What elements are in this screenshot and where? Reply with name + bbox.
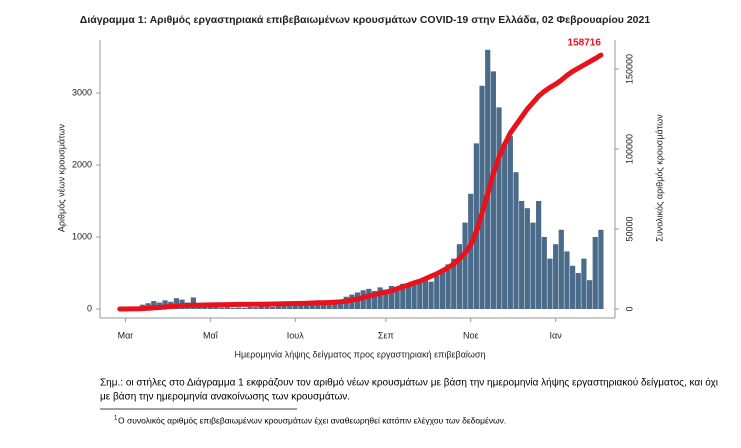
bar	[377, 287, 383, 309]
bar	[303, 304, 310, 309]
bar	[281, 305, 287, 309]
bar	[275, 305, 281, 309]
y-tick-label: 1000	[72, 231, 92, 241]
bar	[513, 172, 519, 309]
bar	[219, 307, 225, 309]
bar	[422, 278, 429, 309]
y2-tick-label: 50000	[624, 216, 634, 241]
chart-title: Διάγραμμα 1: Αριθμός εργαστηριακά επιβεβ…	[80, 14, 651, 26]
bar	[570, 265, 576, 309]
x-tick-label: Ιουλ	[287, 330, 304, 340]
x-tick-label: Μαΐ	[203, 330, 219, 340]
bar	[575, 272, 581, 309]
footnote: Ο συνολικός αριθμός επιβεβαιωμένων κρουσ…	[118, 415, 506, 425]
bar	[468, 193, 474, 309]
bar	[428, 281, 434, 309]
bar	[264, 306, 270, 309]
bar	[213, 306, 219, 309]
bar	[241, 307, 247, 309]
bar	[445, 264, 451, 309]
bar	[207, 306, 213, 309]
bar	[315, 303, 321, 309]
bar	[564, 251, 570, 309]
end-value-label: 158716	[568, 38, 602, 49]
bar	[400, 283, 406, 309]
y2-axis-label: Συνολικός αριθμός κρουσμάτων	[654, 114, 664, 242]
bar	[553, 244, 559, 309]
bar	[558, 229, 564, 309]
bar	[434, 275, 440, 309]
bar	[507, 136, 513, 309]
bar	[270, 306, 276, 309]
bar	[541, 236, 547, 309]
bar	[405, 285, 412, 309]
bar	[462, 222, 468, 309]
bar	[309, 305, 315, 309]
bar	[524, 208, 530, 309]
bar	[332, 301, 338, 309]
bar	[388, 285, 395, 309]
y2-tick-label: 0	[624, 306, 634, 311]
bar	[326, 302, 332, 309]
bar	[230, 307, 236, 309]
bar	[547, 258, 553, 309]
bar	[292, 305, 298, 309]
note: Σημ.: οι στήλες στο Διάγραμμα 1 εκφράζου…	[100, 377, 718, 389]
note: με βάση την ημερομηνία ανακοίνωσης των κ…	[100, 391, 350, 403]
y-tick-label: 2000	[72, 159, 92, 169]
bar	[253, 307, 259, 309]
bar	[287, 306, 293, 309]
x-tick-label: Ιαν	[550, 330, 563, 340]
bar	[490, 71, 496, 309]
bar	[247, 306, 253, 309]
bar	[519, 200, 525, 309]
x-tick-label: Μαr	[118, 330, 134, 340]
x-tick-label: Νοε	[463, 330, 479, 340]
bar	[417, 280, 423, 309]
bar	[320, 303, 327, 309]
bar	[366, 288, 372, 309]
bar	[485, 49, 491, 309]
bar	[236, 307, 242, 309]
bar	[496, 107, 502, 309]
y2-tick-label: 150000	[624, 54, 634, 84]
cumulative-line	[117, 52, 604, 312]
bar	[581, 258, 587, 309]
x-tick-label: Σεπ	[378, 330, 394, 340]
bar	[502, 143, 508, 309]
bar	[383, 289, 389, 309]
bar	[337, 299, 344, 309]
y-tick-label: 0	[87, 303, 92, 313]
bar	[394, 287, 400, 309]
bar	[371, 290, 378, 309]
bar	[258, 306, 264, 309]
bar	[224, 307, 230, 309]
bar	[536, 200, 542, 309]
y-tick-label: 3000	[72, 87, 92, 97]
footnote-mark: 1	[114, 416, 118, 422]
y2-tick-label: 100000	[624, 134, 634, 164]
bar	[298, 305, 304, 309]
bar	[456, 244, 462, 309]
bar	[451, 258, 457, 309]
bar	[411, 281, 417, 309]
bar	[598, 229, 604, 309]
bar	[592, 236, 598, 309]
bar	[439, 269, 446, 309]
bar	[479, 85, 485, 309]
x-axis-label: Ημερομηνία λήψης δείγματος προς εργαστηρ…	[235, 349, 486, 359]
y-axis-label: Αριθμός νέων κρουσμάτων	[56, 123, 66, 232]
bar	[530, 222, 536, 309]
bar	[586, 280, 593, 309]
bar	[151, 301, 157, 309]
